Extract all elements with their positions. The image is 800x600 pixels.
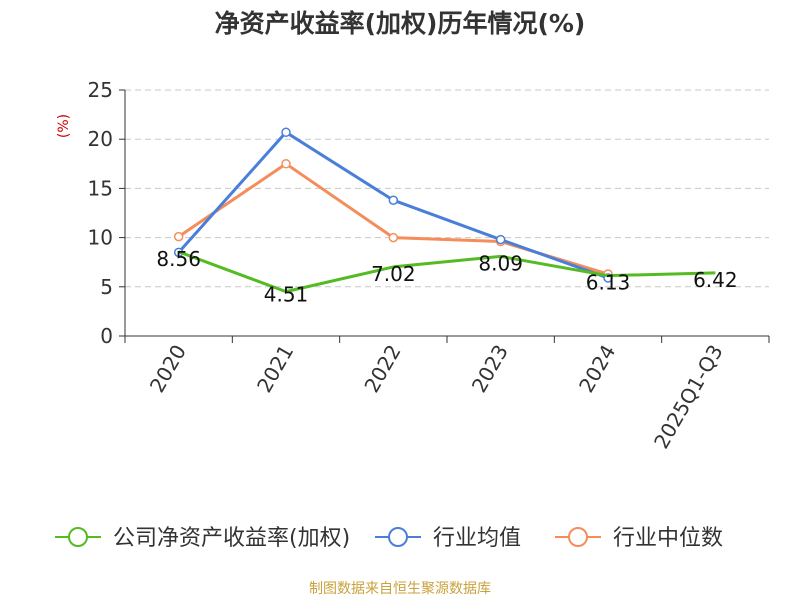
y-tick-label: 15 (88, 176, 113, 200)
x-tick-label: 2024 (574, 341, 620, 397)
data-label: 4.51 (264, 283, 309, 307)
data-label: 8.09 (478, 251, 523, 275)
series-line (178, 250, 716, 294)
legend-label: 行业中位数 (613, 526, 723, 551)
legend-marker (68, 527, 88, 547)
data-label: 7.02 (371, 262, 416, 286)
data-point (388, 195, 399, 205)
data-point (173, 231, 184, 242)
x-tick-label: 2021 (252, 341, 298, 397)
y-tick-label: 20 (88, 127, 113, 151)
x-tick-label: 2020 (145, 341, 191, 397)
legend-label: 公司净资产收益率(加权) (113, 526, 350, 551)
x-tick-label: 2023 (467, 340, 513, 396)
y-tick-label: 0 (100, 324, 113, 348)
y-axis-label: (%) (56, 114, 72, 138)
data-label: 6.42 (693, 268, 738, 292)
y-tick-label: 25 (88, 78, 113, 102)
legend-marker (568, 527, 588, 547)
x-tick-label: 2022 (359, 341, 405, 397)
data-point (495, 234, 506, 245)
series-line (177, 130, 609, 280)
source-note: 制图数据来自恒生聚源数据库 (309, 581, 491, 597)
data-label: 6.13 (586, 271, 631, 295)
y-tick-label: 5 (100, 275, 113, 299)
data-point (388, 232, 399, 243)
legend-marker (388, 527, 408, 547)
legend-label: 行业均值 (433, 526, 521, 551)
data-point (281, 127, 291, 138)
y-tick-label: 10 (88, 226, 113, 250)
data-point (281, 159, 291, 169)
x-tick-label: 2025Q1-Q3 (649, 341, 728, 453)
chart-title: 净资产收益率(加权)历年情况(%) (214, 9, 586, 38)
data-label: 8.56 (156, 247, 201, 271)
